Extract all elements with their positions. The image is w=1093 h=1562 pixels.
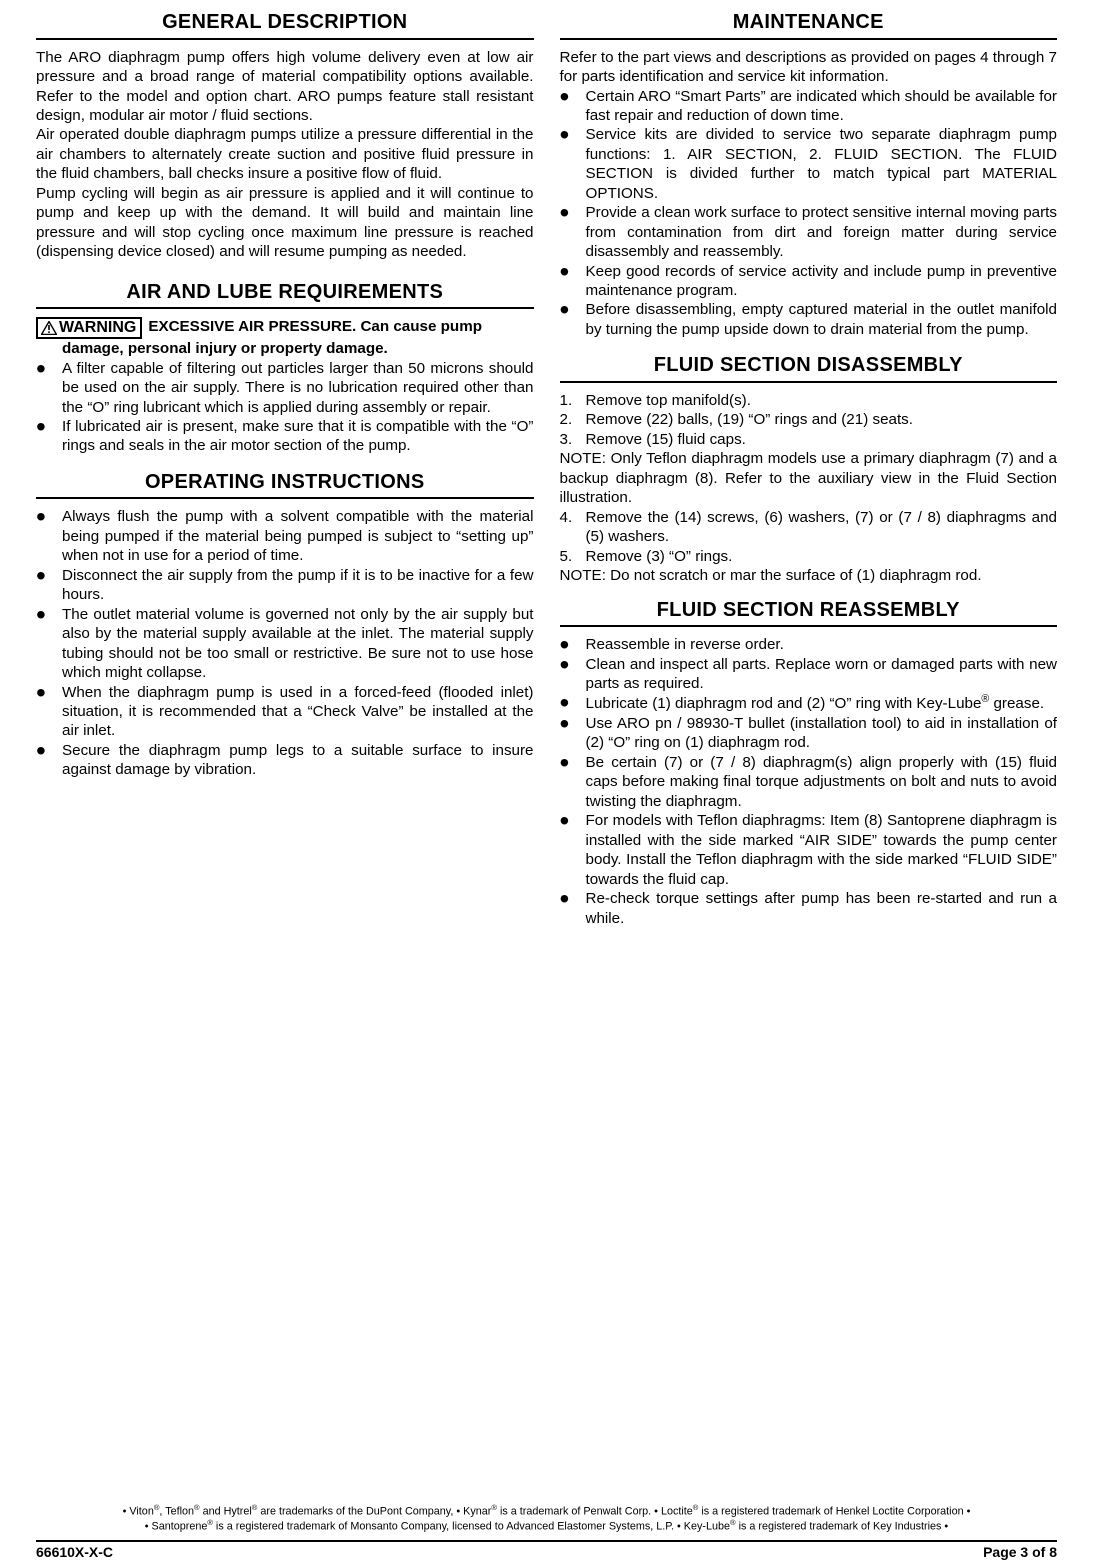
body-text: Refer to the part views and descriptions…	[560, 48, 1058, 87]
warning-triangle-icon	[41, 321, 57, 335]
list-item: Service kits are divided to service two …	[560, 125, 1058, 203]
heading-fluid-disassembly: FLUID SECTION DISASSEMBLY	[560, 353, 1058, 383]
list-item: Re-check torque settings after pump has …	[560, 889, 1058, 928]
warning-badge: WARNING	[36, 317, 142, 339]
footer-rule	[36, 1540, 1057, 1542]
list-item: Use ARO pn / 98930-T bullet (installatio…	[560, 714, 1058, 753]
doc-number: 66610X-X-C	[36, 1544, 113, 1560]
list-item: Disconnect the air supply from the pump …	[36, 566, 534, 605]
bullet-list: Certain ARO “Smart Parts” are indicated …	[560, 87, 1058, 340]
numbered-list: Remove the (14) screws, (6) washers, (7)…	[560, 508, 1058, 566]
list-item: The outlet material volume is governed n…	[36, 605, 534, 683]
list-item: Certain ARO “Smart Parts” are indicated …	[560, 87, 1058, 126]
list-item: Provide a clean work surface to protect …	[560, 203, 1058, 261]
bullet-list: A filter capable of filtering out partic…	[36, 359, 534, 456]
bullet-list: Always flush the pump with a solvent com…	[36, 507, 534, 779]
list-item: Reassemble in reverse order.	[560, 635, 1058, 654]
heading-fluid-reassembly: FLUID SECTION REASSEMBLY	[560, 598, 1058, 628]
list-item: If lubricated air is present, make sure …	[36, 417, 534, 456]
warning-text-cont: damage, personal injury or property dama…	[36, 339, 534, 358]
list-item: Always flush the pump with a solvent com…	[36, 507, 534, 565]
body-text: Pump cycling will begin as air pressure …	[36, 184, 534, 262]
list-item: Remove (22) balls, (19) “O” rings and (2…	[560, 410, 1058, 429]
right-column: MAINTENANCE Refer to the part views and …	[560, 10, 1058, 928]
page-number: Page 3 of 8	[983, 1544, 1057, 1560]
heading-operating: OPERATING INSTRUCTIONS	[36, 470, 534, 500]
list-item: Before disassembling, empty captured mat…	[560, 300, 1058, 339]
list-item: Keep good records of service activity an…	[560, 262, 1058, 301]
page-footer: 66610X-X-C Page 3 of 8	[36, 1544, 1057, 1560]
numbered-list: Remove top manifold(s). Remove (22) ball…	[560, 391, 1058, 449]
bullet-list: Reassemble in reverse order. Clean and i…	[560, 635, 1058, 928]
list-item: Remove (3) “O” rings.	[560, 547, 1058, 566]
list-item: When the diaphragm pump is used in a for…	[36, 683, 534, 741]
note-text: NOTE: Only Teflon diaphragm models use a…	[560, 449, 1058, 507]
list-item: Remove (15) fluid caps.	[560, 430, 1058, 449]
list-item: Secure the diaphragm pump legs to a suit…	[36, 741, 534, 780]
trademark-footnotes: • Viton®, Teflon® and Hytrel® are tradem…	[36, 1503, 1057, 1534]
page: GENERAL DESCRIPTION The ARO diaphragm pu…	[0, 0, 1093, 1562]
body-text: Air operated double diaphragm pumps util…	[36, 125, 534, 183]
list-item: For models with Teflon diaphragms: Item …	[560, 811, 1058, 889]
list-item: Lubricate (1) diaphragm rod and (2) “O” …	[560, 693, 1058, 714]
left-column: GENERAL DESCRIPTION The ARO diaphragm pu…	[36, 10, 534, 928]
warning-text: EXCESSIVE AIR PRESSURE. Can cause pump	[148, 317, 533, 336]
body-text: The ARO diaphragm pump offers high volum…	[36, 48, 534, 126]
note-text: NOTE: Do not scratch or mar the surface …	[560, 566, 1058, 585]
warning-row: WARNING EXCESSIVE AIR PRESSURE. Can caus…	[36, 317, 534, 339]
list-item: Remove top manifold(s).	[560, 391, 1058, 410]
footnote-line: • Santoprene® is a registered trademark …	[36, 1518, 1057, 1534]
list-item: Remove the (14) screws, (6) washers, (7)…	[560, 508, 1058, 547]
heading-general-description: GENERAL DESCRIPTION	[36, 10, 534, 40]
columns: GENERAL DESCRIPTION The ARO diaphragm pu…	[36, 10, 1057, 928]
footnote-line: • Viton®, Teflon® and Hytrel® are tradem…	[36, 1503, 1057, 1519]
heading-air-lube: AIR AND LUBE REQUIREMENTS	[36, 280, 534, 310]
list-item: A filter capable of filtering out partic…	[36, 359, 534, 417]
list-item: Be certain (7) or (7 / 8) diaphragm(s) a…	[560, 753, 1058, 811]
list-item: Clean and inspect all parts. Replace wor…	[560, 655, 1058, 694]
heading-maintenance: MAINTENANCE	[560, 10, 1058, 40]
warning-label: WARNING	[59, 320, 136, 336]
